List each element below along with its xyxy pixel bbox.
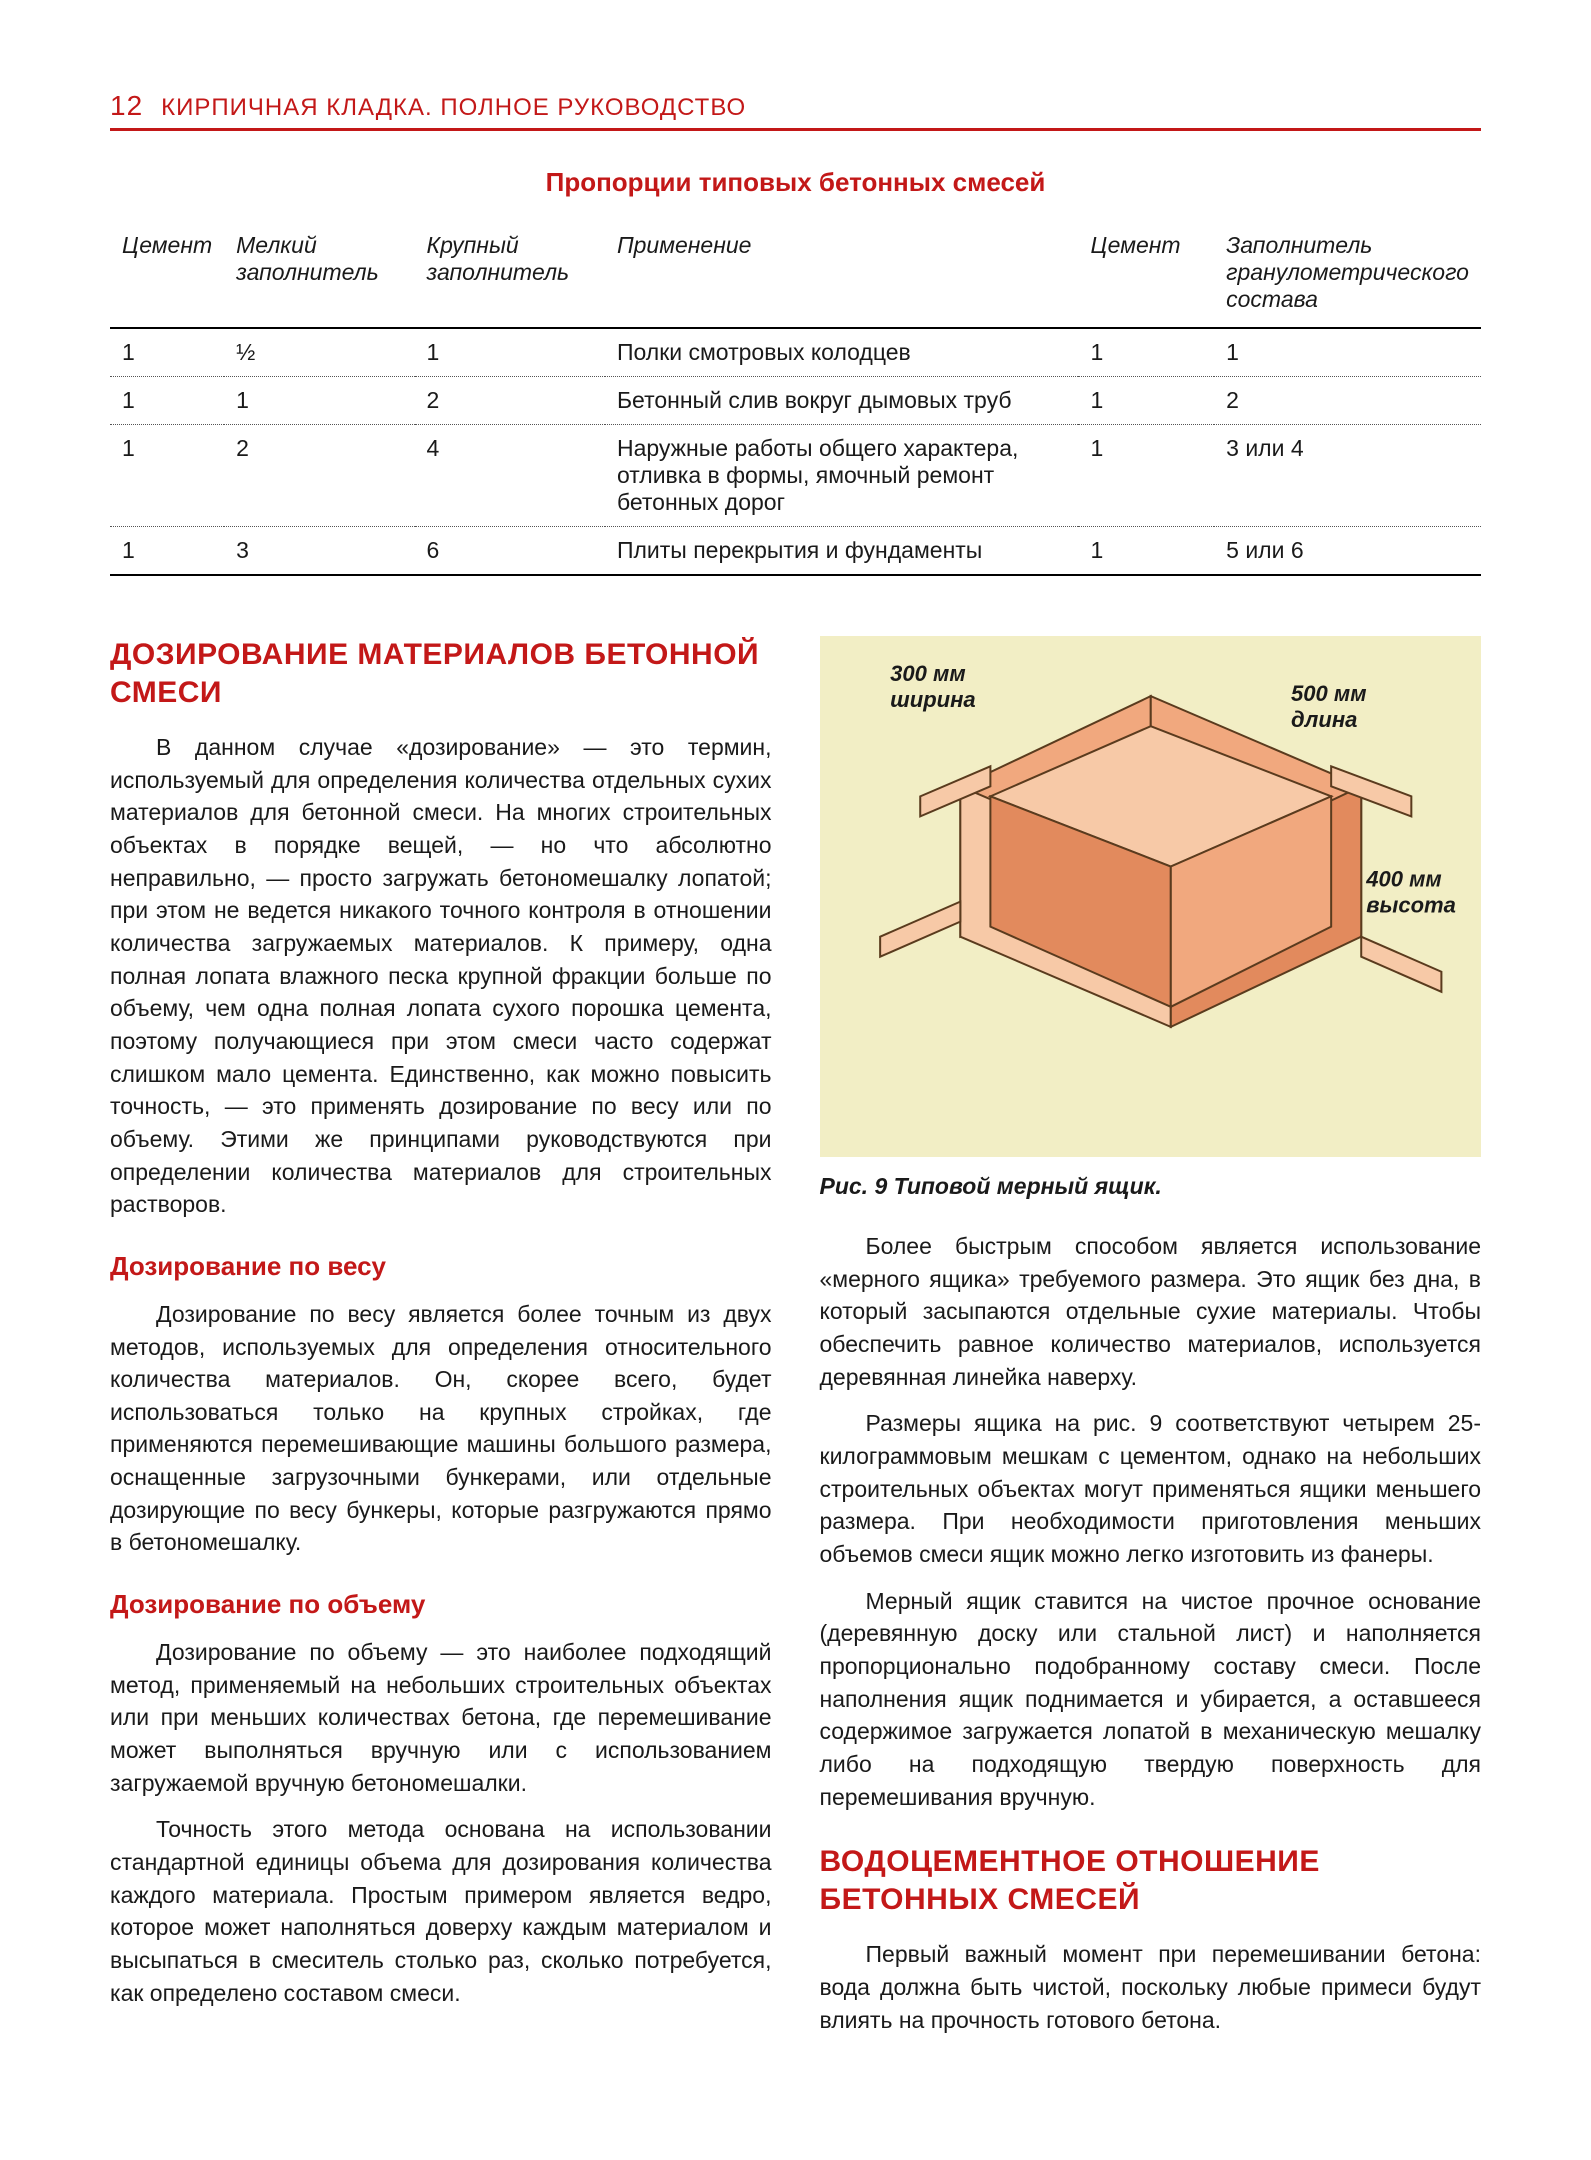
table-row: 136Плиты перекрытия и фундаменты15 или 6: [110, 527, 1481, 576]
paragraph: Мерный ящик ставится на чистое прочное о…: [820, 1585, 1482, 1814]
left-column: ДОЗИРОВАНИЕ МАТЕРИАЛОВ БЕТОННОЙ СМЕСИ В …: [110, 636, 772, 2050]
section-heading-water-cement: ВОДОЦЕМЕНТНОЕ ОТНОШЕНИЕ БЕТОННЫХ СМЕСЕЙ: [820, 1843, 1482, 1918]
table-cell: 5 или 6: [1214, 527, 1481, 576]
paragraph: В данном случае «дозирование» — это терм…: [110, 731, 772, 1221]
mix-proportions-table: ЦементМелкий заполнительКрупный заполнит…: [110, 222, 1481, 576]
paragraph: Более быстрым способом является использо…: [820, 1230, 1482, 1393]
table-cell: Бетонный слив вокруг дымовых труб: [605, 377, 1078, 425]
table-cell: 1: [1078, 527, 1214, 576]
table-header: Заполнитель гранулометрического состава: [1214, 222, 1481, 328]
table-cell: 1: [1078, 425, 1214, 527]
figure-gauge-box: 300 ммширина 500 ммдлина 400 ммвысота: [820, 636, 1482, 1157]
table-cell: Полки смотровых колодцев: [605, 328, 1078, 377]
table-header: Цемент: [110, 222, 224, 328]
table-cell: Плиты перекрытия и фундаменты: [605, 527, 1078, 576]
section-heading-dosing: ДОЗИРОВАНИЕ МАТЕРИАЛОВ БЕТОННОЙ СМЕСИ: [110, 636, 772, 711]
right-column: 300 ммширина 500 ммдлина 400 ммвысота Ри…: [820, 636, 1482, 2050]
table-cell: Наружные работы общего характера, отливк…: [605, 425, 1078, 527]
table-row: 112Бетонный слив вокруг дымовых труб12: [110, 377, 1481, 425]
paragraph: Дозирование по объему — это наиболее под…: [110, 1636, 772, 1799]
paragraph: Первый важный момент при перемешивании б…: [820, 1938, 1482, 2036]
table-cell: 4: [415, 425, 605, 527]
table-cell: 1: [1078, 377, 1214, 425]
running-header: 12 КИРПИЧНАЯ КЛАДКА. ПОЛНОЕ РУКОВОДСТВО: [110, 90, 1481, 131]
table-cell: 1: [110, 377, 224, 425]
table-cell: 2: [1214, 377, 1481, 425]
table-cell: 1: [224, 377, 414, 425]
table-cell: 1: [110, 527, 224, 576]
page-number: 12: [110, 90, 143, 122]
paragraph: Точность этого метода основана на исполь…: [110, 1813, 772, 2009]
table-row: 124Наружные работы общего характера, отл…: [110, 425, 1481, 527]
paragraph: Размеры ящика на рис. 9 соответствуют че…: [820, 1407, 1482, 1570]
table-header: Применение: [605, 222, 1078, 328]
content-columns: ДОЗИРОВАНИЕ МАТЕРИАЛОВ БЕТОННОЙ СМЕСИ В …: [110, 636, 1481, 2050]
paragraph: Дозирование по весу является более точны…: [110, 1298, 772, 1559]
table-cell: 6: [415, 527, 605, 576]
table-cell: 1: [1078, 328, 1214, 377]
gauge-box-diagram: 300 ммширина 500 ммдлина 400 ммвысота: [820, 636, 1482, 1157]
table-title: Пропорции типовых бетонных смесей: [110, 167, 1481, 198]
table-header: Мелкий заполнитель: [224, 222, 414, 328]
running-title: КИРПИЧНАЯ КЛАДКА. ПОЛНОЕ РУКОВОДСТВО: [161, 94, 746, 122]
figure-label-length: 500 ммдлина: [1291, 681, 1366, 732]
table-cell: ½: [224, 328, 414, 377]
table-header: Крупный заполнитель: [415, 222, 605, 328]
table-header: Цемент: [1078, 222, 1214, 328]
figure-label-width: 300 ммширина: [890, 661, 976, 712]
subheading-by-volume: Дозирование по объему: [110, 1589, 772, 1620]
subheading-by-weight: Дозирование по весу: [110, 1251, 772, 1282]
table-cell: 2: [224, 425, 414, 527]
table-cell: 2: [415, 377, 605, 425]
table-cell: 1: [415, 328, 605, 377]
table-cell: 1: [110, 328, 224, 377]
table-row: 1½1Полки смотровых колодцев11: [110, 328, 1481, 377]
table-cell: 3 или 4: [1214, 425, 1481, 527]
page: 12 КИРПИЧНАЯ КЛАДКА. ПОЛНОЕ РУКОВОДСТВО …: [0, 0, 1591, 2160]
figure-caption: Рис. 9 Типовой мерный ящик.: [820, 1173, 1482, 1200]
table-cell: 3: [224, 527, 414, 576]
table-cell: 1: [1214, 328, 1481, 377]
table-cell: 1: [110, 425, 224, 527]
